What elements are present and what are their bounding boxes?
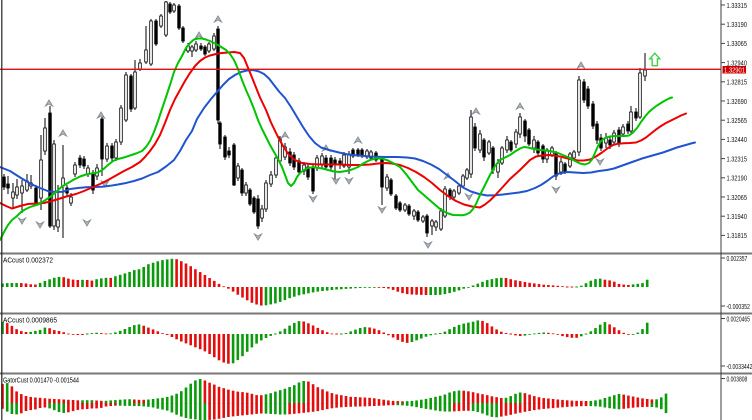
svg-text:1.32565: 1.32565 xyxy=(727,116,748,125)
svg-text:1.31940: 1.31940 xyxy=(727,212,748,221)
svg-text:-0.000352: -0.000352 xyxy=(727,302,750,311)
svg-text:GatorCust 0.001470 -0.001544: GatorCust 0.001470 -0.001544 xyxy=(3,376,79,385)
svg-text:0.002357: 0.002357 xyxy=(727,254,748,263)
svg-text:-0.0033442: -0.0033442 xyxy=(727,362,752,371)
svg-text:1.32440: 1.32440 xyxy=(727,135,748,144)
svg-text:1.32815: 1.32815 xyxy=(727,78,748,87)
svg-text:1.32190: 1.32190 xyxy=(727,174,748,183)
svg-text:1.33065: 1.33065 xyxy=(727,39,748,48)
svg-text:1.32065: 1.32065 xyxy=(727,193,748,202)
svg-text:1.32315: 1.32315 xyxy=(727,154,748,163)
svg-text:0.0020465: 0.0020465 xyxy=(727,314,750,323)
svg-text:1.31815: 1.31815 xyxy=(727,231,748,240)
svg-text:0.003808: 0.003808 xyxy=(727,374,748,383)
svg-text:1.32940: 1.32940 xyxy=(727,58,748,67)
svg-text:1.32690: 1.32690 xyxy=(727,97,748,106)
svg-text:1.33190: 1.33190 xyxy=(727,20,748,29)
svg-text:ACcust 0.0009865: ACcust 0.0009865 xyxy=(3,316,57,325)
svg-text:ACcust 0.002372: ACcust 0.002372 xyxy=(3,256,53,265)
svg-text:1.33315: 1.33315 xyxy=(727,1,748,10)
svg-text:1.32901: 1.32901 xyxy=(724,67,745,74)
